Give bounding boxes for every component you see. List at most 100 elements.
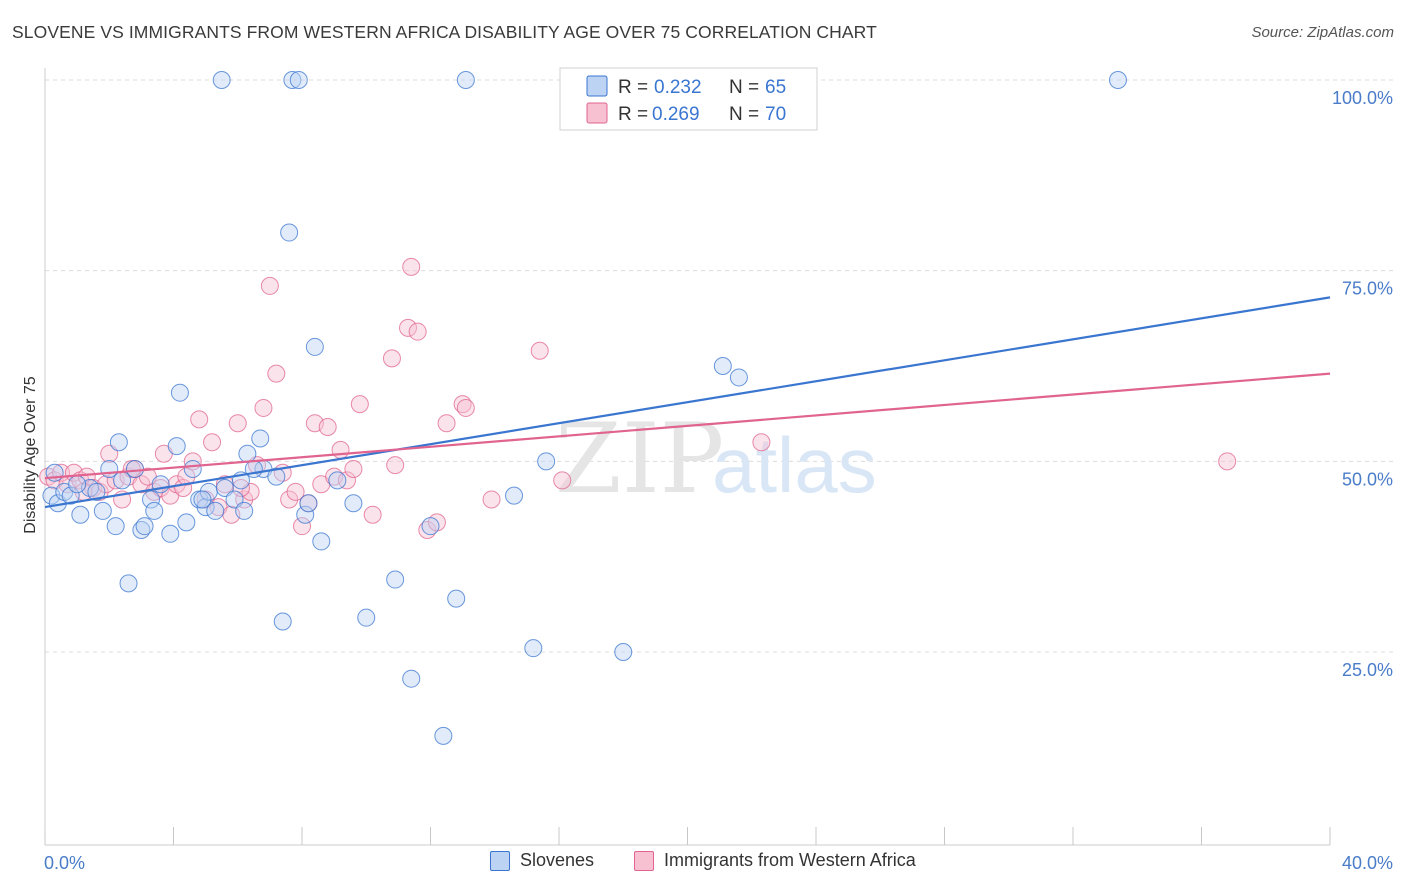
data-point	[267, 467, 286, 486]
data-point	[280, 490, 299, 509]
data-point	[135, 517, 154, 536]
legend-bottom: Slovenes Immigrants from Western Africa	[0, 850, 1406, 880]
data-point	[402, 257, 421, 276]
data-point	[530, 341, 549, 360]
y-tick-label: 100.0%	[1332, 88, 1393, 108]
data-point	[344, 494, 363, 513]
data-point	[106, 517, 125, 536]
legend-label-immigrants: Immigrants from Western Africa	[664, 850, 916, 870]
x-tick-label-min: 0.0%	[44, 853, 85, 873]
data-point	[328, 471, 347, 490]
data-point	[1108, 71, 1127, 89]
legend-item-immigrants: Immigrants from Western Africa	[634, 850, 916, 871]
data-point	[93, 501, 112, 520]
data-point	[456, 71, 475, 89]
legend-label-slovenes: Slovenes	[520, 850, 595, 870]
x-tick-label-max: 40.0%	[1342, 853, 1393, 873]
data-point	[286, 482, 305, 501]
data-point	[289, 71, 308, 89]
data-point	[109, 433, 128, 452]
watermark-atlas: atlas	[712, 421, 877, 509]
data-point	[87, 482, 106, 501]
trend-line-slovenes	[44, 296, 1331, 509]
watermark: ZIP atlas	[555, 403, 877, 515]
data-point	[402, 669, 421, 688]
data-point	[350, 395, 369, 414]
data-point	[145, 501, 164, 520]
data-point	[177, 513, 196, 532]
data-point	[293, 517, 311, 536]
legend-swatch-slovenes	[586, 75, 608, 97]
data-point	[142, 490, 161, 509]
data-point	[363, 505, 382, 524]
data-point	[713, 357, 732, 375]
legend-n-value-2: 70	[765, 104, 786, 125]
axes	[44, 68, 1331, 846]
data-point	[260, 276, 279, 295]
data-point	[344, 459, 363, 478]
data-point	[421, 517, 440, 536]
data-point	[251, 429, 270, 448]
data-point	[337, 471, 356, 490]
data-point	[331, 440, 350, 459]
data-point	[357, 608, 376, 627]
data-point	[524, 639, 543, 658]
data-point	[77, 467, 96, 486]
y-tick-label: 75.0%	[1342, 279, 1393, 299]
data-point	[296, 505, 315, 524]
data-point	[212, 71, 231, 89]
y-axis-label: Disability Age Over 75	[22, 376, 39, 534]
gridlines	[45, 79, 1393, 653]
data-point	[254, 398, 273, 417]
data-point	[61, 486, 80, 505]
data-point	[312, 532, 331, 551]
legend-swatch-immigrants	[586, 102, 608, 124]
data-point	[299, 494, 318, 513]
legend-n-label-2: N =	[729, 104, 759, 125]
data-point	[190, 410, 209, 429]
data-point	[752, 433, 771, 452]
y-tick-label: 25.0%	[1342, 660, 1393, 680]
data-point	[113, 471, 132, 490]
data-point	[273, 612, 292, 631]
data-point	[456, 398, 475, 417]
legend-swatch-immigrants	[634, 850, 654, 871]
data-point	[537, 452, 556, 471]
data-point	[183, 459, 202, 478]
watermark-zip: ZIP	[555, 403, 724, 515]
data-point	[167, 437, 186, 456]
data-point	[231, 479, 250, 498]
data-point	[505, 486, 524, 505]
data-point	[318, 418, 337, 437]
data-point	[267, 364, 286, 383]
y-tick-label: 50.0%	[1342, 469, 1393, 489]
data-point	[71, 505, 90, 524]
data-point	[170, 383, 189, 402]
legend-item-slovenes: Slovenes	[490, 850, 594, 871]
data-point	[228, 414, 247, 433]
legend-n-value-1: 65	[765, 77, 786, 98]
data-point	[614, 643, 633, 661]
legend-swatch-slovenes	[490, 850, 510, 871]
chart-title: SLOVENE VS IMMIGRANTS FROM WESTERN AFRIC…	[12, 22, 877, 42]
legend-r-value-2: 0.269	[652, 104, 700, 125]
legend-r-label-1: R =	[618, 77, 648, 98]
data-point	[729, 368, 748, 387]
trend-lines	[44, 296, 1331, 509]
legend-r-value-1: 0.232	[654, 77, 702, 98]
legend-top: R = 0.232 N = 65 R = 0.269 N = 70	[559, 67, 818, 131]
y-tick-labels: 25.0% 50.0% 75.0% 100.0%	[1332, 88, 1393, 680]
data-point	[553, 471, 572, 490]
data-point	[193, 490, 212, 509]
data-point	[161, 524, 180, 543]
data-point	[125, 459, 144, 478]
data-point	[434, 726, 453, 745]
data-point	[203, 433, 222, 452]
data-point	[386, 570, 405, 589]
data-point	[437, 414, 456, 433]
series-slovenes-points	[42, 71, 1127, 745]
data-point	[447, 589, 466, 608]
trend-line-immigrants	[44, 372, 1331, 480]
data-point	[482, 490, 501, 509]
